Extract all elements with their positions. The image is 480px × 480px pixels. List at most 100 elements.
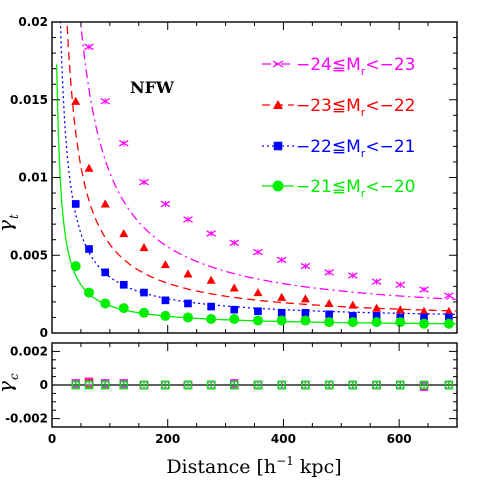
point-3-1-shape [84, 287, 95, 298]
cross-point-3-5 [161, 380, 170, 390]
cross-point-3-12 [324, 380, 334, 390]
point-2-7-shape [207, 302, 215, 311]
legend-marker-0-b [272, 60, 284, 68]
cross-point-3-0 [71, 380, 80, 390]
point-1-10-shape [277, 292, 287, 301]
point-3-17 [443, 318, 454, 329]
point-3-11 [300, 315, 311, 326]
point-0-15 [395, 281, 406, 289]
point-0-17 [444, 292, 454, 299]
point-2-3-shape [119, 280, 128, 289]
point-2-6 [184, 299, 192, 308]
point-3-12-shape [324, 317, 335, 328]
point-2-0-shape [71, 200, 80, 208]
point-1-15-shape [395, 305, 405, 314]
point-3-1 [84, 287, 95, 298]
point-0-6 [183, 216, 193, 223]
point-2-16 [420, 313, 428, 322]
point-1-12-shape [324, 298, 334, 308]
point-1-5-shape [160, 260, 170, 269]
cross-point-3-11-shape [301, 380, 310, 390]
point-2-4-shape [140, 288, 148, 297]
legend: −24≦Mr<−23 −23≦Mr<−22 −22≦Mr<−21 −21≦Mr<−20 [262, 55, 415, 200]
point-3-4-shape [138, 307, 149, 318]
point-0-8-b [229, 239, 240, 247]
point-2-3 [119, 280, 128, 289]
nfw-annotation: NFW [130, 78, 175, 97]
legend-entry-0: −24≦Mr<−23 [262, 55, 415, 78]
point-3-7 [206, 314, 217, 325]
point-3-14 [371, 317, 382, 328]
point-2-1-shape [85, 245, 93, 253]
point-1-3 [119, 228, 129, 238]
cross-point-3-7-shape [206, 380, 216, 390]
point-0-10 [276, 256, 287, 264]
point-1-12 [324, 298, 334, 308]
cross-point-3-14 [372, 380, 381, 390]
point-1-4-shape [139, 242, 149, 252]
point-2-8 [230, 305, 239, 314]
point-3-5-shape [160, 310, 171, 321]
point-2-2-shape [101, 268, 110, 277]
point-2-16-shape [420, 313, 428, 322]
bottom-xtick-label-3: 600 [387, 432, 412, 446]
point-2-9-shape [254, 307, 262, 316]
point-2-1 [85, 245, 93, 253]
cross-point-3-13 [348, 380, 358, 390]
point-3-15-shape [395, 317, 406, 328]
point-1-4 [139, 242, 149, 252]
point-3-0 [70, 261, 81, 272]
legend-label-2: −22≦Mr<−21 [296, 137, 415, 160]
point-3-2 [100, 298, 111, 309]
point-0-1-b [84, 43, 94, 51]
point-2-13 [349, 312, 357, 320]
point-2-6-shape [184, 299, 192, 308]
legend-marker-1 [273, 100, 283, 109]
point-3-2-shape [100, 298, 111, 309]
cross-point-3-14-shape [372, 380, 381, 390]
point-2-0 [71, 200, 80, 208]
point-1-16 [419, 306, 429, 315]
legend-marker-3-shape [272, 180, 284, 192]
point-0-9-b [253, 248, 263, 256]
cross-point-3-9 [253, 380, 263, 390]
point-1-3-shape [119, 228, 129, 238]
point-0-12-b [324, 269, 334, 276]
point-0-7-b [206, 230, 216, 237]
point-1-11 [300, 294, 310, 303]
point-1-13 [348, 300, 358, 309]
point-0-17-b [444, 292, 454, 299]
point-0-15-b [395, 281, 406, 289]
cross-point-3-10 [277, 380, 286, 390]
point-3-10-shape [276, 315, 287, 326]
cross-point-3-2-shape [101, 380, 110, 390]
cross-point-3-1 [84, 380, 94, 390]
legend-label-3: −21≦Mr<−20 [296, 177, 415, 200]
point-2-4 [140, 288, 148, 297]
bottom-xtick-label-1: 200 [155, 432, 180, 446]
cross-point-3-15-shape [396, 380, 405, 390]
cross-point-3-3 [119, 380, 128, 390]
point-0-16-b [419, 286, 429, 293]
point-1-14-shape [372, 303, 382, 312]
point-3-4 [138, 307, 149, 318]
point-0-3-b [118, 140, 129, 147]
top-ytick-label-4: 0.02 [18, 15, 48, 29]
point-1-8 [229, 283, 239, 292]
cross-point-3-1-shape [84, 380, 94, 390]
point-3-10 [276, 315, 287, 326]
cross-point-3-11 [301, 380, 310, 390]
data-points [70, 43, 454, 329]
model-curve-2 [59, 22, 456, 315]
cross-point-3-10-shape [277, 380, 286, 390]
point-1-2 [100, 199, 110, 208]
cross-point-3-2 [101, 380, 110, 390]
model-curves [55, 22, 456, 325]
point-3-14-shape [371, 317, 382, 328]
point-3-8 [229, 314, 240, 325]
cross-points [52, 377, 457, 391]
point-0-9 [253, 248, 263, 256]
point-3-3 [118, 303, 129, 314]
point-3-9-shape [252, 315, 263, 326]
